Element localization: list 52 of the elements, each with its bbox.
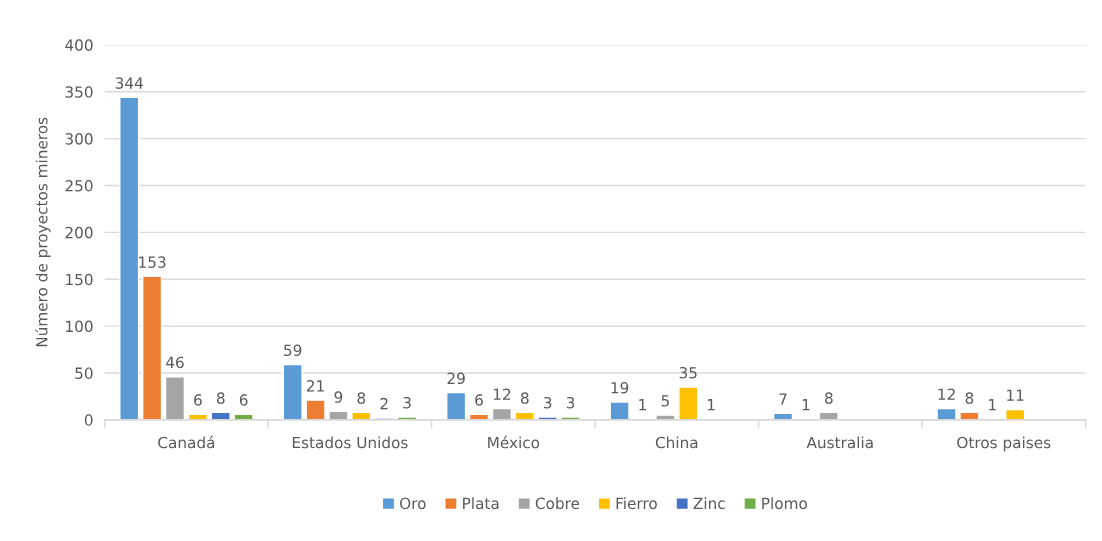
data-label: 35 xyxy=(679,366,697,379)
data-label: 19 xyxy=(611,381,629,394)
legend-label: Cobre xyxy=(535,497,580,510)
data-label: 8 xyxy=(825,392,833,404)
data-label: 12 xyxy=(493,388,511,400)
legend-label: Plomo xyxy=(762,497,807,510)
data-label: 11 xyxy=(1007,389,1024,401)
x-tick-label: China xyxy=(655,436,698,449)
data-label: 46 xyxy=(166,356,184,369)
x-tick-label: México xyxy=(488,435,540,449)
legend-label: Oro xyxy=(400,497,426,510)
y-tick-label: 250 xyxy=(65,179,93,192)
data-label: 21 xyxy=(306,380,324,392)
data-label: 6 xyxy=(239,394,248,406)
data-label: 8 xyxy=(520,392,529,404)
y-tick-label: 400 xyxy=(65,39,93,51)
data-label: 29 xyxy=(447,372,465,385)
data-label: 2 xyxy=(380,397,388,410)
y-tick-label: 300 xyxy=(65,133,93,145)
data-label: 1 xyxy=(989,399,996,411)
data-label: 8 xyxy=(216,392,225,404)
data-label: 8 xyxy=(357,392,366,404)
x-tick-label: Australia xyxy=(806,436,873,449)
data-label: 5 xyxy=(661,395,669,407)
y-tick-label: 150 xyxy=(66,273,93,286)
legend-label: Zinc xyxy=(693,497,725,510)
data-label: 8 xyxy=(965,392,974,404)
x-tick-label: Otros paises xyxy=(957,436,1051,452)
data-label: 1 xyxy=(802,399,810,411)
data-label: 344 xyxy=(115,77,143,89)
y-tick-label: 200 xyxy=(65,226,93,239)
data-label: 1 xyxy=(639,399,646,411)
y-tick-label: 50 xyxy=(75,367,93,379)
data-label: 9 xyxy=(334,391,343,403)
legend-label: Fierro xyxy=(616,497,657,510)
data-label: 3 xyxy=(566,396,575,409)
data-label: 1 xyxy=(707,399,715,411)
data-label: 3 xyxy=(543,396,552,409)
y-tick-label: 0 xyxy=(84,414,93,426)
x-tick-label: Canadá xyxy=(158,435,215,449)
x-tick-label: Estados Unidos xyxy=(292,436,408,449)
data-label: 6 xyxy=(194,394,202,406)
data-label: 6 xyxy=(475,394,483,406)
data-label: 3 xyxy=(403,396,411,409)
data-label: 153 xyxy=(139,256,166,268)
legend-label: Plata xyxy=(463,497,499,510)
y-tick-label: 100 xyxy=(66,320,93,333)
y-axis-title: Número de proyectos mineros xyxy=(35,117,51,347)
data-label: 7 xyxy=(779,393,787,405)
data-label: 12 xyxy=(938,388,955,400)
y-tick-label: 350 xyxy=(65,86,93,98)
data-label: 59 xyxy=(284,344,302,356)
